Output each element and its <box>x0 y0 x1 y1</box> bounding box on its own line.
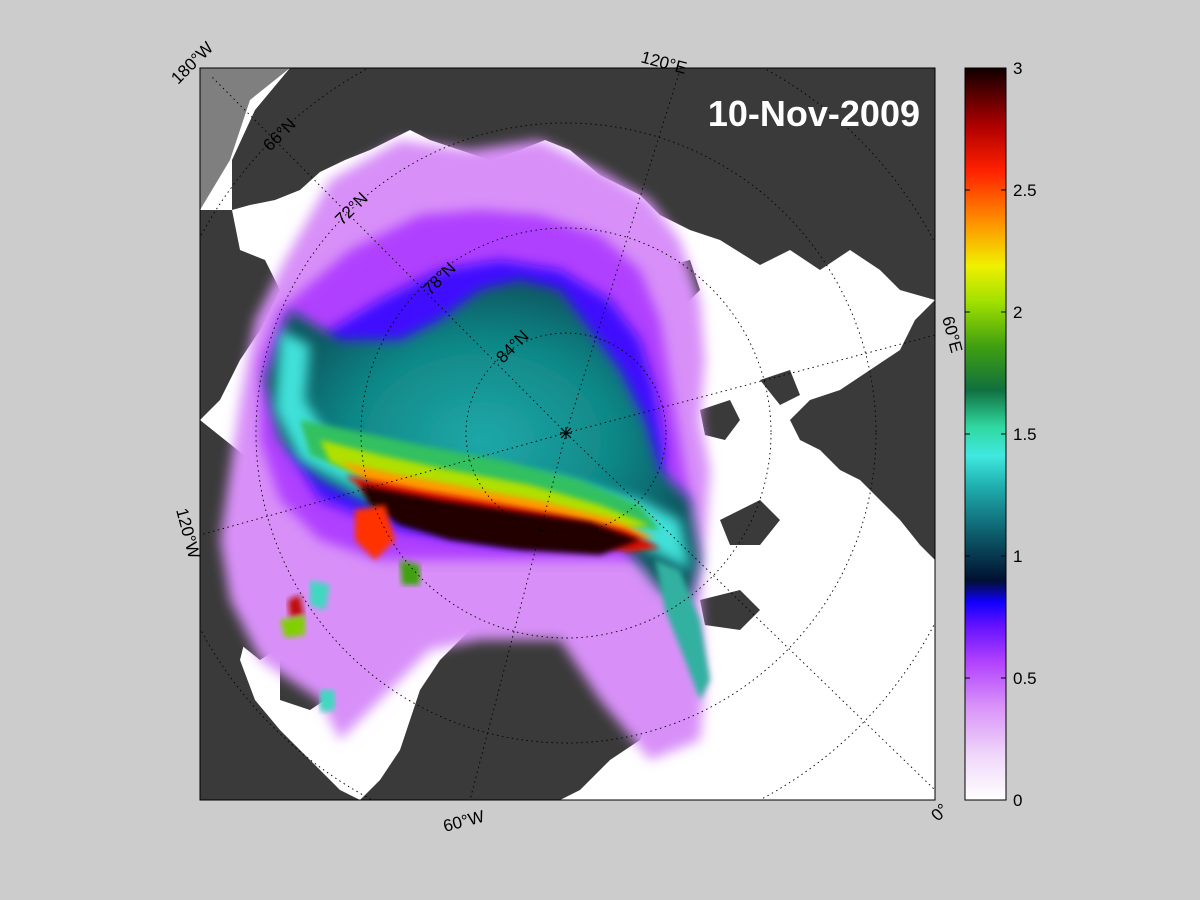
map-panel: 66°N 72°N 78°N 84°N 10-Nov-2009 <box>200 68 935 800</box>
colorbar-tick-label: 3 <box>1013 59 1022 78</box>
graticule <box>200 68 935 800</box>
colorbar-tick-label: 1 <box>1013 547 1022 566</box>
outside-domain-area <box>200 68 290 210</box>
map-border <box>199 67 936 801</box>
colorbar-tick-label: 0.5 <box>1013 669 1037 688</box>
colorbar-tick-label: 0 <box>1013 791 1022 810</box>
colorbar-tick-label: 2 <box>1013 303 1022 322</box>
lon-label-120w: 120°W <box>172 506 204 560</box>
lon-label-60e: 60°E <box>938 314 966 355</box>
lon-label-60w: 60°W <box>441 807 486 836</box>
colorbar: 0 0.5 1 1.5 2 2.5 3 <box>964 59 1037 810</box>
colorbar-gradient <box>964 67 1007 801</box>
lon-label-0: 0° <box>927 800 952 825</box>
colorbar-tick-label: 1.5 <box>1013 425 1037 444</box>
date-label: 10-Nov-2009 <box>708 93 920 134</box>
colorbar-ticks: 0 0.5 1 1.5 2 2.5 3 <box>965 59 1037 810</box>
colorbar-tick-label: 2.5 <box>1013 181 1037 200</box>
thick-ice-region <box>265 280 710 712</box>
